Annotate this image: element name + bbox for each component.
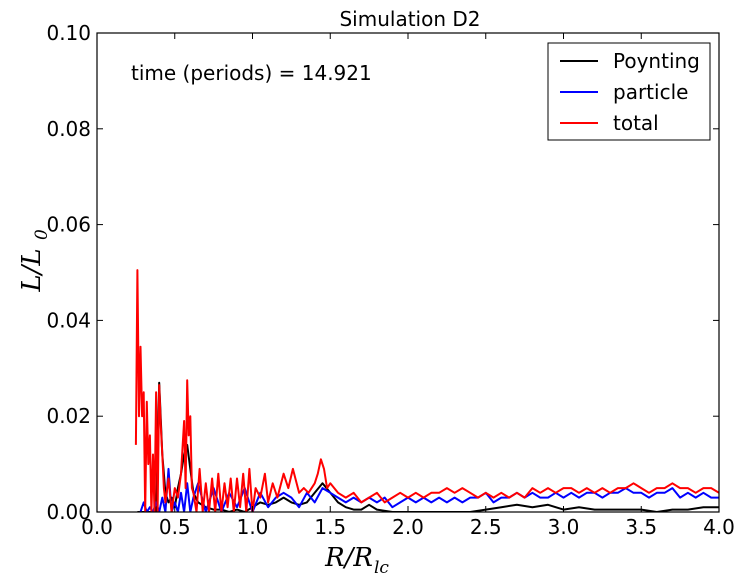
x-tick-label: 0.0 (81, 515, 113, 539)
x-axis-label-main: R/R (324, 543, 373, 573)
y-tick-label: 0.10 (46, 21, 91, 45)
y-tick-label: 0.02 (46, 404, 91, 428)
y-tick-label: 0.04 (46, 308, 91, 332)
x-axis-label-sub: lc (374, 558, 389, 578)
legend: Poynting particle total (547, 42, 711, 141)
y-tick-label: 0.08 (46, 117, 91, 141)
x-tick-label: 1.5 (314, 515, 346, 539)
legend-label-total: total (613, 111, 659, 135)
x-axis-label: R/R lc (324, 543, 389, 578)
x-tick-label: 4.0 (703, 515, 735, 539)
y-tick-label: 0.06 (46, 213, 91, 237)
x-tick-label: 0.5 (159, 515, 191, 539)
y-axis-label: L/L 0 (17, 229, 52, 293)
x-tick-label: 3.5 (625, 515, 657, 539)
legend-label-particle: particle (613, 80, 688, 104)
y-axis-label-sub: 0 (32, 229, 52, 240)
x-tick-label: 3.0 (548, 515, 580, 539)
time-annotation: time (periods) = 14.921 (131, 61, 372, 85)
legend-label-poynting: Poynting (613, 49, 700, 73)
x-tick-label: 1.0 (237, 515, 269, 539)
series-line-particle (139, 467, 719, 512)
y-tick-label: 0.00 (46, 500, 91, 524)
series-line-total (134, 269, 719, 512)
x-tick-label: 2.5 (470, 515, 502, 539)
y-axis-label-main: L/L (17, 248, 47, 292)
x-tick-label: 2.0 (392, 515, 424, 539)
chart-title: Simulation D2 (339, 7, 480, 31)
